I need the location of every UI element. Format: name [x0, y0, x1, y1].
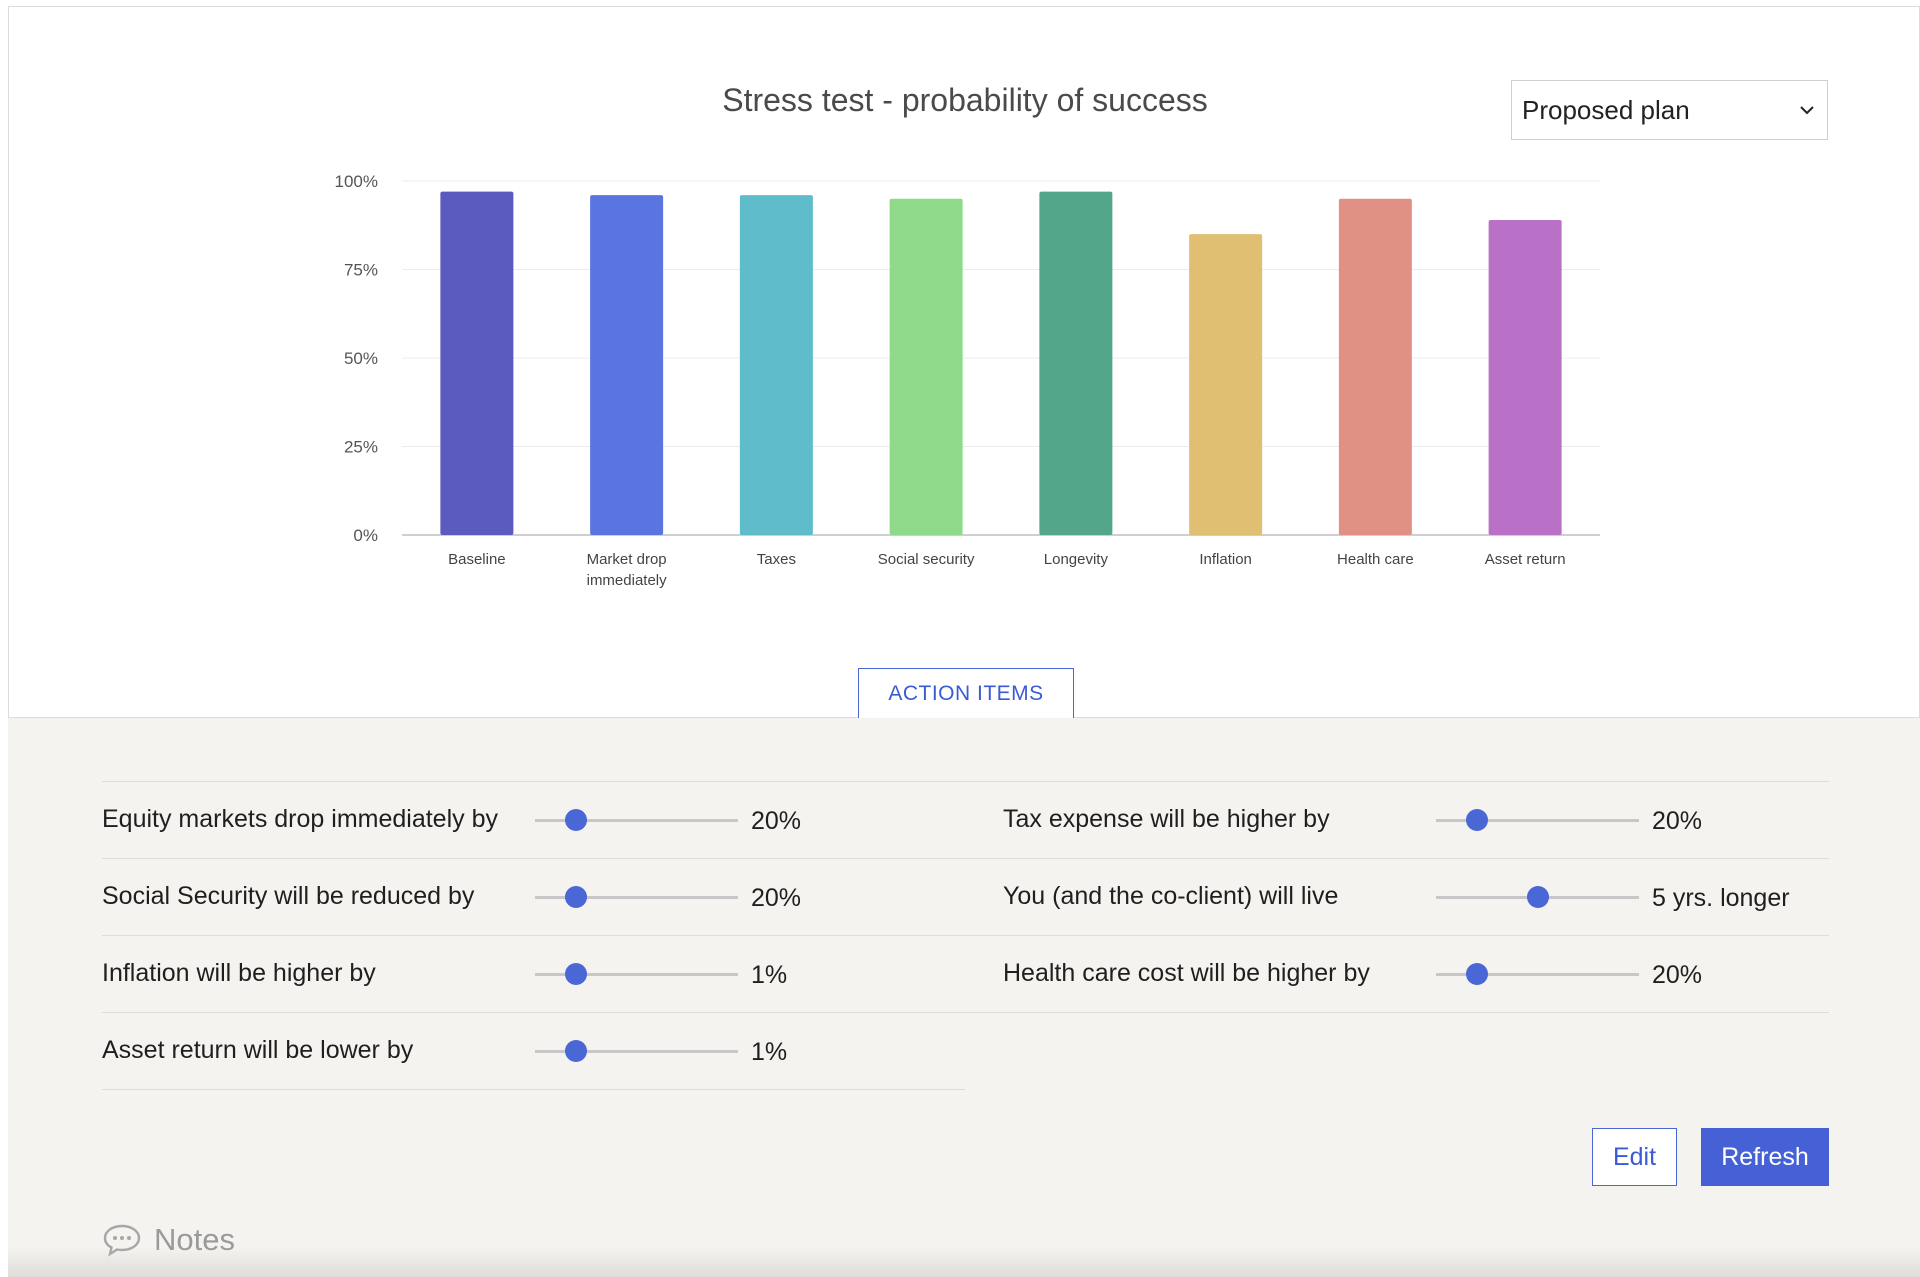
x-tick-label: Inflation	[1199, 551, 1252, 568]
slider-value: 20%	[1652, 961, 1703, 989]
slider-label: Tax expense will be higher by	[1003, 805, 1330, 833]
slider-value: 20%	[751, 884, 802, 912]
bar	[1488, 219, 1562, 535]
stress-slider-row: You (and the co-client) will live 5 yrs. …	[1003, 858, 1843, 935]
slider-track[interactable]	[1436, 963, 1639, 985]
slider-thumb[interactable]	[564, 1040, 587, 1062]
slider-value: 5 yrs. longer	[1652, 884, 1790, 912]
x-tick-label: Social security	[878, 551, 975, 568]
row-divider	[102, 1089, 965, 1090]
plan-select[interactable]: Proposed plan	[1511, 80, 1828, 140]
x-tick-label: Asset return	[1485, 551, 1566, 568]
slider-thumb[interactable]	[1526, 886, 1549, 908]
bar	[1189, 234, 1263, 535]
plan-select-value: Proposed plan	[1522, 94, 1690, 125]
edit-button[interactable]: Edit	[1592, 1128, 1677, 1186]
stress-slider-row: Tax expense will be higher by 20%	[1003, 781, 1843, 858]
slider-value: 1%	[751, 1038, 788, 1066]
bar-chart: 0% 25% 50% 75% 100% Baseline Market drop immedi…	[335, 172, 1600, 589]
bar	[889, 198, 963, 535]
row-divider	[102, 858, 1829, 859]
bar	[1338, 198, 1412, 535]
slider-thumb[interactable]	[564, 809, 587, 831]
x-tick-label: Health care	[1337, 551, 1414, 568]
slider-track[interactable]	[535, 1040, 738, 1062]
y-tick-label: 50%	[344, 349, 378, 368]
slider-value: 20%	[1652, 807, 1703, 835]
bar	[590, 195, 664, 535]
slider-track[interactable]	[535, 963, 738, 985]
bar	[739, 195, 813, 535]
slider-value: 20%	[751, 807, 802, 835]
stress-slider-row: Inflation will be higher by 1%	[102, 935, 942, 1012]
bar	[1039, 191, 1113, 535]
x-tick-label: Baseline	[448, 551, 506, 568]
stress-slider-row: Equity markets drop immediately by 20%	[102, 781, 942, 858]
slider-thumb[interactable]	[1465, 809, 1488, 831]
slider-thumb[interactable]	[1465, 963, 1488, 985]
slider-track[interactable]	[535, 809, 738, 831]
slider-label: Health care cost will be higher by	[1003, 959, 1370, 987]
slider-label: Equity markets drop immediately by	[102, 805, 498, 833]
action-items-button[interactable]: ACTION ITEMS	[858, 668, 1074, 718]
slider-track[interactable]	[535, 886, 738, 908]
y-tick-label: 25%	[344, 438, 378, 457]
y-tick-label: 75%	[344, 261, 378, 280]
row-divider	[102, 935, 1829, 936]
bar	[440, 191, 514, 535]
row-divider	[102, 1012, 1829, 1013]
slider-thumb[interactable]	[564, 963, 587, 985]
slider-label: You (and the co-client) will live	[1003, 882, 1339, 910]
slider-label: Asset return will be lower by	[102, 1036, 414, 1064]
stress-slider-row: Health care cost will be higher by 20%	[1003, 935, 1843, 1012]
slider-label: Social Security will be reduced by	[102, 882, 475, 910]
chevron-down-icon	[1800, 106, 1814, 115]
x-tick-label: Longevity	[1044, 551, 1109, 568]
stress-slider-row: Social Security will be reduced by 20%	[102, 858, 942, 935]
y-tick-label: 100%	[335, 172, 378, 191]
row-divider	[102, 781, 1829, 782]
y-tick-label: 0%	[353, 526, 378, 545]
x-tick-label: Taxes	[757, 551, 796, 568]
x-tick-label: Market drop immediately	[587, 551, 668, 589]
refresh-button[interactable]: Refresh	[1701, 1128, 1829, 1186]
slider-label: Inflation will be higher by	[102, 959, 376, 987]
slider-track[interactable]	[1436, 809, 1639, 831]
slider-value: 1%	[751, 961, 788, 989]
stress-slider-row: Asset return will be lower by 1%	[102, 1012, 942, 1089]
chart-title: Stress test - probability of success	[722, 82, 1208, 118]
bottom-shadow	[8, 1247, 1920, 1277]
slider-track[interactable]	[1436, 886, 1639, 908]
slider-thumb[interactable]	[564, 886, 587, 908]
